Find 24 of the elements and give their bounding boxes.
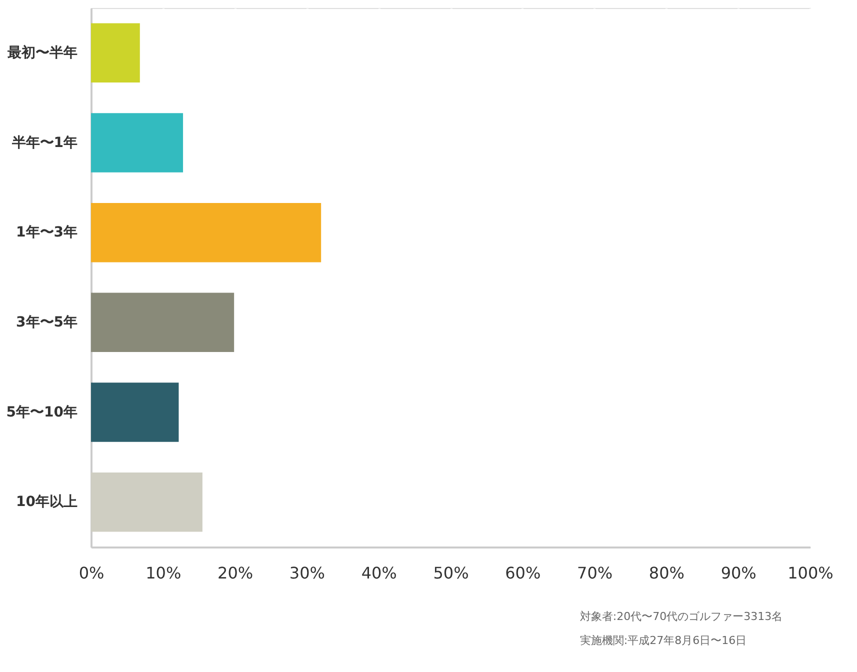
x-tick-label: 90% [720, 564, 756, 582]
bar [91, 202, 322, 262]
x-tick-label: 100% [788, 564, 834, 582]
x-tick-label: 70% [577, 564, 613, 582]
x-tick-label: 80% [648, 564, 684, 582]
y-tick-label: 1年〜3年 [16, 224, 78, 241]
x-tick-label: 20% [218, 564, 254, 582]
x-tick-label: 60% [505, 564, 541, 582]
bar [91, 113, 184, 172]
x-tick-label: 40% [361, 564, 397, 582]
text: 実施機関:平成27年8月6日〜16日 [580, 634, 747, 647]
bar [91, 292, 234, 352]
x-tick-label: 10% [146, 564, 182, 582]
y-tick-label: 3年〜5年 [16, 314, 78, 330]
bar [91, 382, 179, 442]
bar [91, 23, 140, 83]
y-tick-label: 5年〜10年 [6, 404, 78, 420]
x-tick-label: 50% [433, 564, 469, 582]
x-tick-label: 30% [289, 564, 325, 582]
y-tick-label: 半年〜1年 [10, 134, 78, 151]
x-tick-label: 0% [78, 564, 104, 582]
y-tick-label: 最初〜半年 [6, 44, 78, 61]
y-tick-label: 10年以上 [16, 494, 78, 510]
text: 対象者:20代〜70代のゴルファー3313名 [580, 610, 783, 623]
